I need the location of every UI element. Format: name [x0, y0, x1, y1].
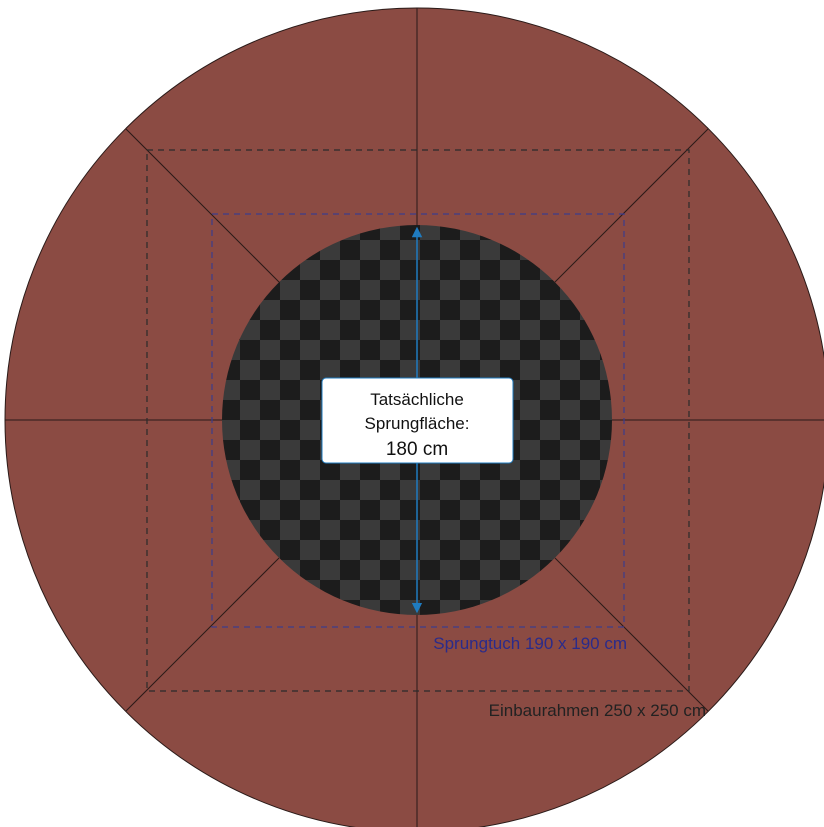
center-label-line1: Tatsächliche — [370, 390, 464, 409]
outer-frame-label: Einbaurahmen 250 x 250 cm — [489, 701, 706, 720]
center-label-line2: Sprungfläche: — [365, 414, 470, 433]
center-label: Tatsächliche Sprungfläche: 180 cm — [322, 378, 513, 463]
center-label-line3: 180 cm — [386, 439, 448, 460]
inner-frame-label: Sprungtuch 190 x 190 cm — [433, 634, 627, 653]
